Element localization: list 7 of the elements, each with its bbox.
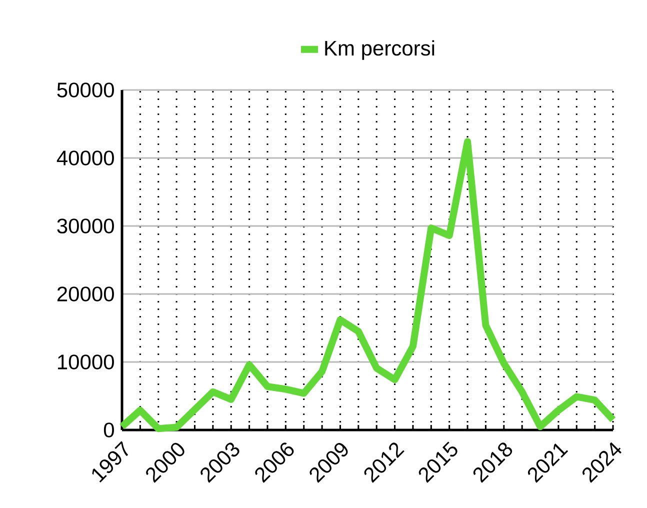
y-tick-label: 10000 — [58, 354, 114, 370]
y-tick-label: 0 — [104, 422, 114, 438]
y-tick-label: 30000 — [57, 218, 114, 234]
legend-label: Km percorsi — [325, 40, 434, 60]
y-tick-label: 20000 — [57, 286, 114, 302]
y-tick-label: 40000 — [56, 150, 114, 166]
y-tick-label: 50000 — [57, 82, 114, 98]
